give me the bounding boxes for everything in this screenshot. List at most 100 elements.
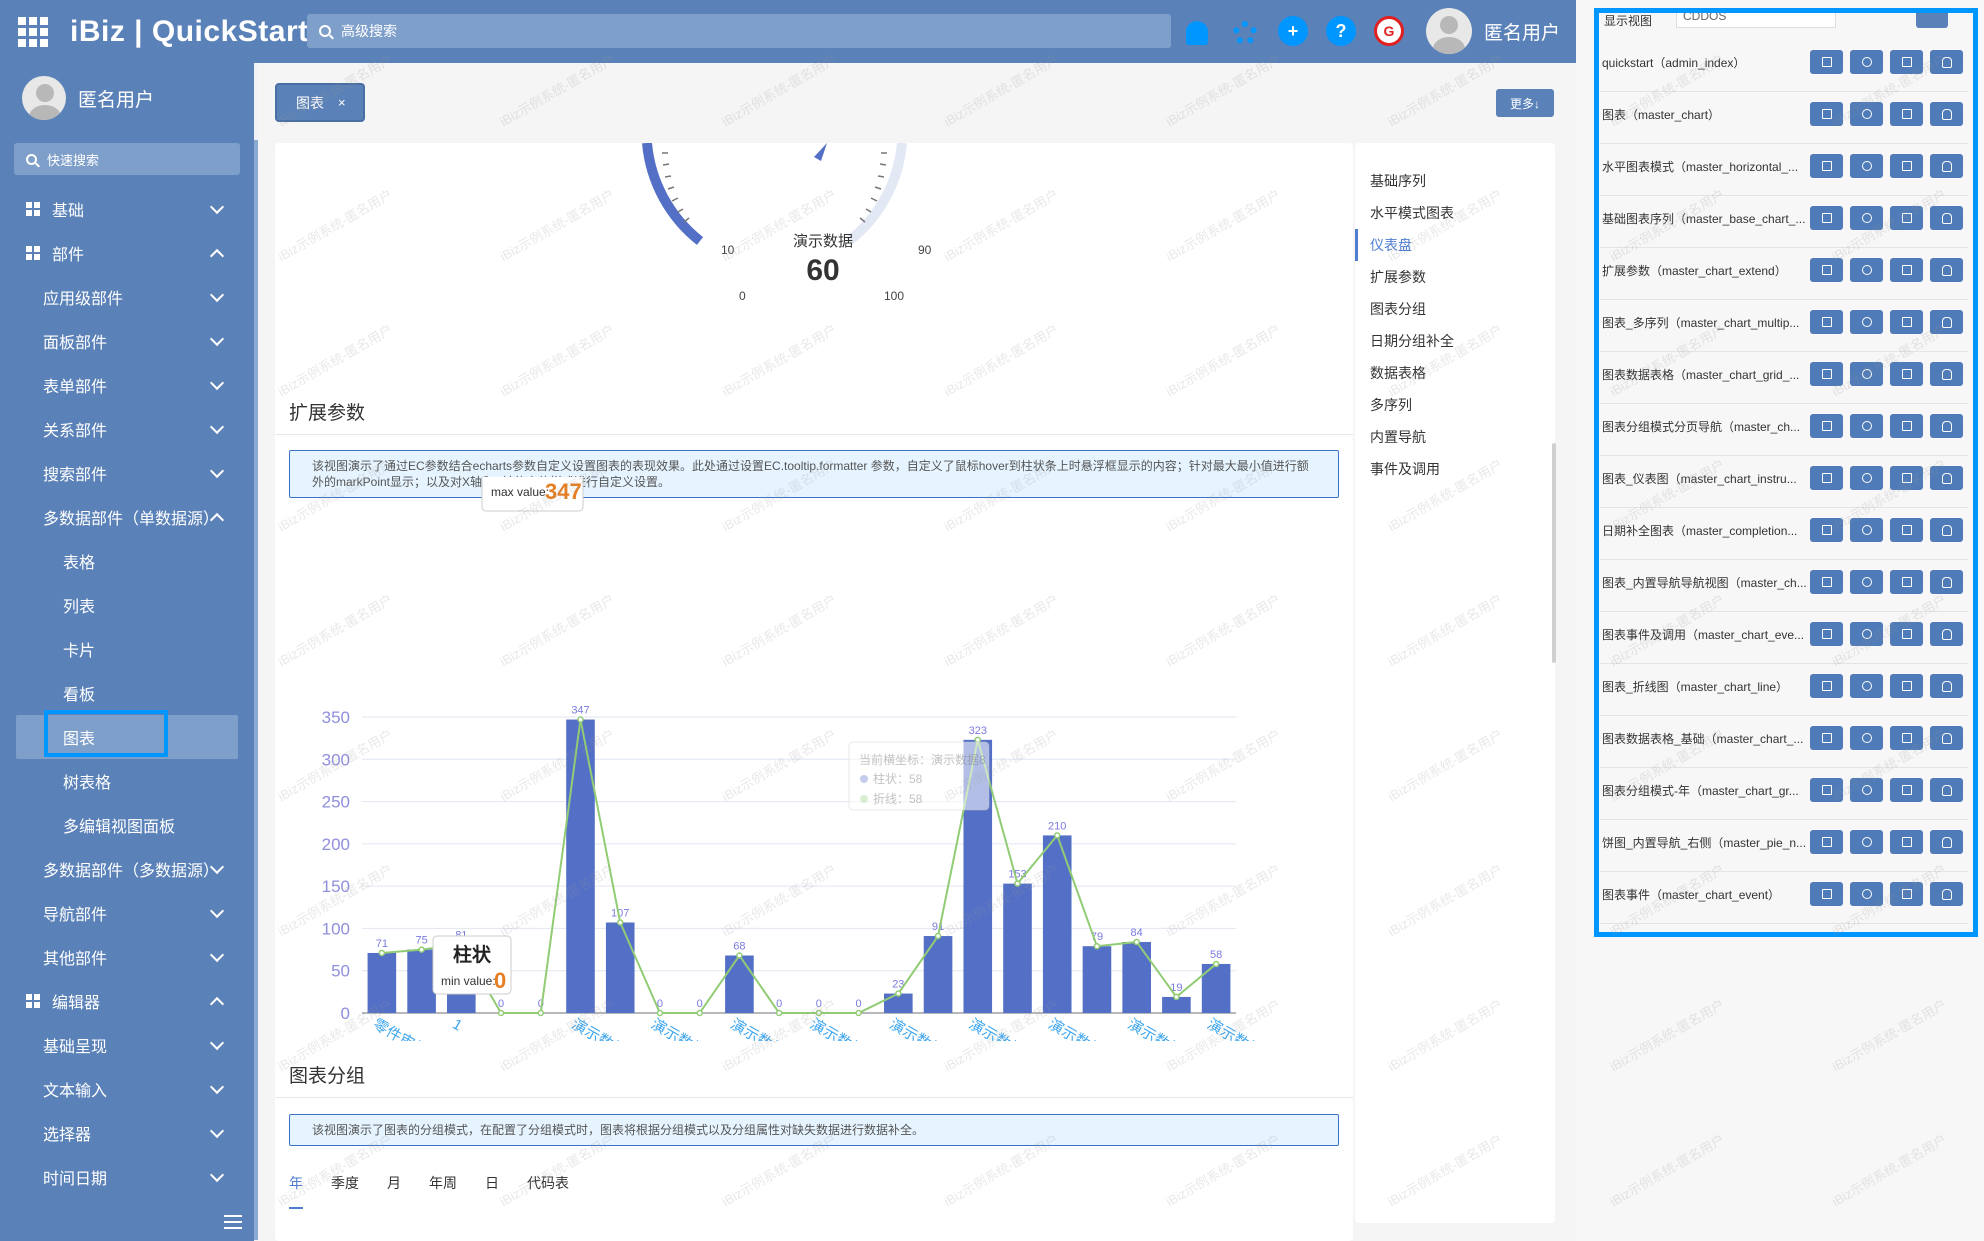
bell-icon[interactable] (1182, 16, 1212, 46)
group-tab[interactable]: 季度 (331, 1175, 359, 1191)
sidebar-item[interactable]: 时间日期 (0, 1155, 254, 1199)
copy-button[interactable] (1810, 206, 1843, 230)
database-button[interactable] (1930, 362, 1963, 386)
copy-button[interactable] (1810, 362, 1843, 386)
sidebar-item[interactable]: 多数据部件（单数据源） (0, 495, 254, 539)
global-search-input[interactable]: 高级搜索 (307, 14, 1171, 48)
sidebar-item[interactable]: 卡片 (0, 627, 254, 671)
sidebar-scrollbar[interactable] (254, 140, 258, 1240)
anchor-item[interactable]: 水平模式图表 (1370, 205, 1454, 221)
copy-button[interactable] (1810, 258, 1843, 282)
view-list-item[interactable]: 基础图表序列（master_base_chart_... (1600, 196, 1968, 248)
group-tab[interactable]: 代码表 (527, 1175, 569, 1191)
edit-button[interactable] (1850, 258, 1883, 282)
database-button[interactable] (1930, 726, 1963, 750)
view-list-item[interactable]: 扩展参数（master_chart_extend） (1600, 248, 1968, 300)
layers-button[interactable] (1890, 830, 1923, 854)
copy-button[interactable] (1810, 830, 1843, 854)
layers-button[interactable] (1890, 310, 1923, 334)
database-button[interactable] (1930, 622, 1963, 646)
database-button[interactable] (1930, 310, 1963, 334)
g-logo-icon[interactable]: G (1374, 16, 1404, 46)
database-button[interactable] (1930, 50, 1963, 74)
sidebar-item[interactable]: 搜索部件 (0, 451, 254, 495)
view-list-item[interactable]: 图表_仪表图（master_chart_instru... (1600, 456, 1968, 508)
more-button[interactable]: 更多↓ (1496, 89, 1554, 117)
help-icon[interactable]: ? (1326, 16, 1356, 46)
edit-button[interactable] (1850, 414, 1883, 438)
sidebar-item[interactable]: 多编辑视图面板 (0, 803, 254, 847)
layers-button[interactable] (1890, 674, 1923, 698)
edit-button[interactable] (1850, 674, 1883, 698)
anchor-item[interactable]: 基础序列 (1370, 173, 1426, 189)
database-button[interactable] (1930, 466, 1963, 490)
sidebar-item[interactable]: 选择器 (0, 1111, 254, 1155)
group-tab[interactable]: 月 (387, 1175, 401, 1191)
copy-button[interactable] (1810, 50, 1843, 74)
copy-button[interactable] (1810, 466, 1843, 490)
database-button[interactable] (1930, 882, 1963, 906)
sidebar-item[interactable]: 其他部件 (0, 935, 254, 979)
anchor-item[interactable]: 数据表格 (1370, 365, 1426, 381)
edit-button[interactable] (1850, 726, 1883, 750)
sidebar-item[interactable]: 应用级部件 (0, 275, 254, 319)
sidebar-item[interactable]: 看板 (0, 671, 254, 715)
view-list-item[interactable]: 饼图_内置导航_右侧（master_pie_n... (1600, 820, 1968, 872)
copy-button[interactable] (1810, 154, 1843, 178)
copy-button[interactable] (1810, 778, 1843, 802)
layers-button[interactable] (1890, 466, 1923, 490)
edit-button[interactable] (1850, 362, 1883, 386)
layers-button[interactable] (1890, 414, 1923, 438)
edit-button[interactable] (1850, 466, 1883, 490)
database-button[interactable] (1930, 414, 1963, 438)
copy-button[interactable] (1810, 622, 1843, 646)
edit-button[interactable] (1850, 778, 1883, 802)
edit-button[interactable] (1850, 206, 1883, 230)
view-list-item[interactable]: 图表数据表格（master_chart_grid_... (1600, 352, 1968, 404)
database-button[interactable] (1930, 102, 1963, 126)
tab-chart[interactable]: 图表 × (275, 83, 365, 122)
group-tab[interactable]: 日 (485, 1175, 499, 1191)
edit-button[interactable] (1850, 570, 1883, 594)
database-button[interactable] (1930, 830, 1963, 854)
database-button[interactable] (1930, 518, 1963, 542)
view-list-item[interactable]: 图表_折线图（master_chart_line） (1600, 664, 1968, 716)
anchor-item[interactable]: 日期分组补全 (1370, 333, 1454, 349)
layers-button[interactable] (1890, 362, 1923, 386)
menu-collapse-icon[interactable] (224, 1215, 242, 1229)
layers-button[interactable] (1890, 518, 1923, 542)
sidebar-item[interactable]: 文本输入 (0, 1067, 254, 1111)
sidebar-item[interactable]: 图表 (16, 715, 238, 759)
scrollbar[interactable] (1552, 443, 1556, 663)
anchor-item[interactable]: 扩展参数 (1370, 269, 1426, 285)
layers-button[interactable] (1890, 154, 1923, 178)
view-list-item[interactable]: quickstart（admin_index） (1600, 40, 1968, 92)
sidebar-item[interactable]: 表格 (0, 539, 254, 583)
header-button[interactable] (1916, 8, 1948, 28)
layers-button[interactable] (1890, 258, 1923, 282)
copy-button[interactable] (1810, 310, 1843, 334)
database-button[interactable] (1930, 570, 1963, 594)
database-button[interactable] (1930, 206, 1963, 230)
database-button[interactable] (1930, 154, 1963, 178)
view-list-item[interactable]: 水平图表模式（master_horizontal_... (1600, 144, 1968, 196)
view-list-item[interactable]: 图表事件（master_chart_event） (1600, 872, 1968, 924)
layers-button[interactable] (1890, 778, 1923, 802)
edit-button[interactable] (1850, 50, 1883, 74)
edit-button[interactable] (1850, 102, 1883, 126)
layers-button[interactable] (1890, 102, 1923, 126)
app-grid-icon[interactable] (18, 16, 48, 47)
view-list-item[interactable]: 图表分组模式分页导航（master_ch... (1600, 404, 1968, 456)
anchor-item[interactable]: 图表分组 (1370, 301, 1426, 317)
sidebar-item[interactable]: 列表 (0, 583, 254, 627)
copy-button[interactable] (1810, 882, 1843, 906)
view-list-item[interactable]: 图表数据表格_基础（master_chart_... (1600, 716, 1968, 768)
layers-button[interactable] (1890, 50, 1923, 74)
layers-button[interactable] (1890, 622, 1923, 646)
copy-button[interactable] (1810, 674, 1843, 698)
sidebar-item[interactable]: 表单部件 (0, 363, 254, 407)
gear-icon[interactable] (1230, 16, 1260, 46)
view-list-item[interactable]: 图表_内置导航导航视图（master_ch... (1600, 560, 1968, 612)
layers-button[interactable] (1890, 206, 1923, 230)
sidebar-search-input[interactable]: 快速搜索 (14, 143, 240, 175)
